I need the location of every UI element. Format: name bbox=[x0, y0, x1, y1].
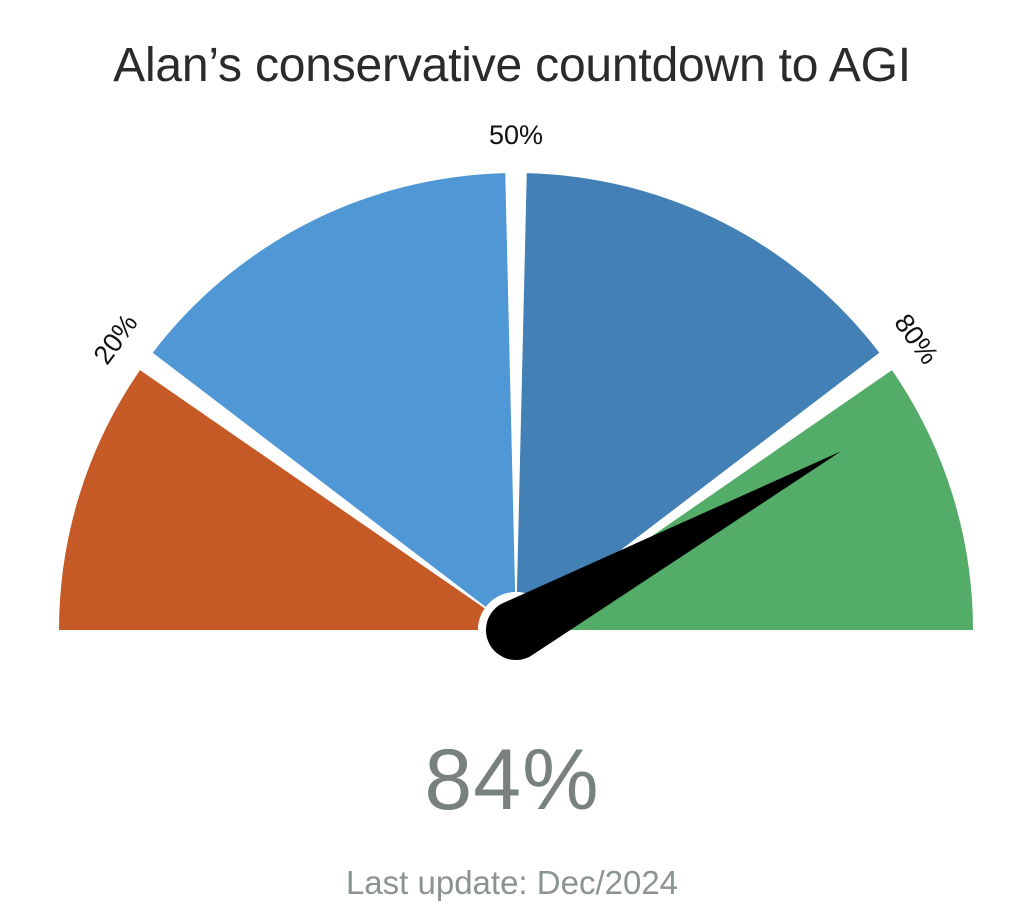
gauge-tick-label-20: 20% bbox=[88, 308, 144, 369]
gauge-svg: 20% 50% 80% bbox=[59, 120, 973, 661]
gauge-band-50-80 bbox=[516, 173, 880, 607]
gauge-needle bbox=[485, 451, 842, 661]
gauge-band-20-50 bbox=[152, 173, 516, 607]
gauge-bands bbox=[59, 173, 973, 630]
gauge-band-0-20 bbox=[59, 370, 485, 630]
gauge-value-readout: 84% bbox=[424, 732, 600, 828]
last-update-label: Last update: Dec/2024 bbox=[345, 864, 679, 901]
gauge-tick-label-50: 50% bbox=[489, 120, 543, 150]
gauge-container: 20% 50% 80% bbox=[59, 120, 973, 661]
page-title: Alan’s conservative countdown to AGI bbox=[113, 39, 911, 92]
gauge-tick-label-80: 80% bbox=[888, 308, 944, 369]
